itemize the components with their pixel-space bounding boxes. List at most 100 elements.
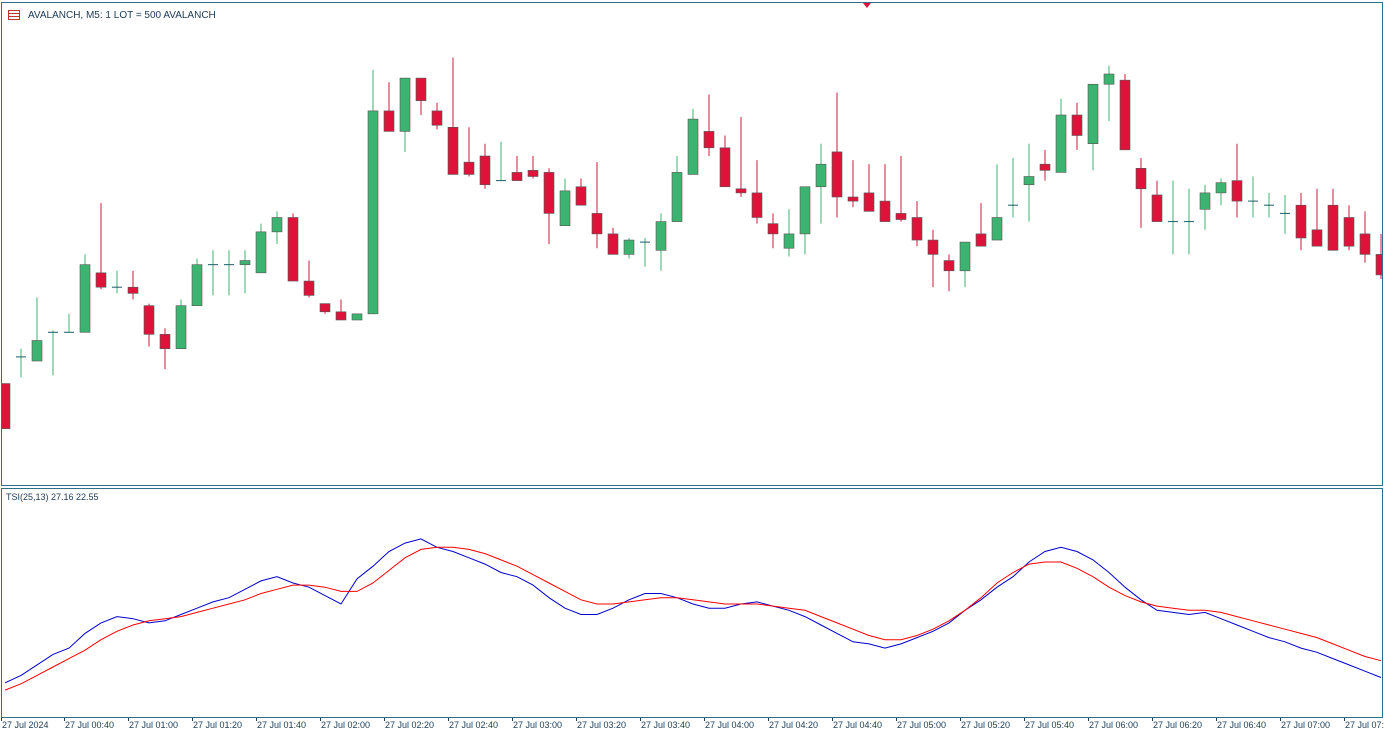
candle [431,102,443,130]
candle [1023,143,1035,222]
candle-body [463,161,475,175]
candle-body [975,233,987,247]
candle [1168,180,1178,255]
time-label: 27 Jul 02:00 [321,720,371,730]
candle [399,77,411,152]
candle [303,260,315,298]
time-tick [896,718,897,721]
candle-body [239,260,251,265]
candle-body [367,110,379,315]
candle-body [863,192,875,212]
candle [783,209,795,257]
candle [1071,102,1083,150]
time-label: 27 Jul 03:40 [641,720,691,730]
candle [447,57,459,175]
candle-body [255,231,267,274]
time-label: 27 Jul 05:00 [897,720,947,730]
time-label: 27 Jul 05:40 [1025,720,1075,730]
candle [751,160,763,224]
candle [463,127,475,177]
candle-body [799,186,811,235]
time-tick [576,718,577,721]
indicator-pane[interactable]: TSI(25,13) 27.16 22.55 [1,488,1383,718]
candle [703,94,715,156]
chart-title: AVALANCH, M5: 1 LOT = 500 AVALANCH [28,9,216,21]
candle [208,250,218,296]
candle [735,117,747,197]
candle [127,270,139,300]
candle [191,258,203,306]
candle [1295,192,1307,251]
candle [335,299,347,321]
candle-body [959,241,971,272]
time-tick [192,718,193,721]
candle-body [335,311,347,321]
candle-body [2,383,11,429]
candle-body [1023,176,1035,185]
candle-body [175,305,187,349]
time-tick [1088,718,1089,721]
candlestick-chart [2,57,1382,429]
candle [415,77,427,115]
candle-body [687,118,699,175]
candle [319,303,331,314]
time-tick [1344,718,1345,721]
candle [895,156,907,222]
tsi-line-chart [4,538,1382,691]
candle [975,203,987,247]
time-tick [448,718,449,721]
candle [159,328,171,370]
candle-body [447,127,459,175]
time-tick [832,718,833,721]
candle [1103,65,1115,122]
time-label: 27 Jul 07: [1345,720,1384,730]
candle [1375,233,1382,279]
candle [1343,205,1355,251]
candle-body [831,151,843,198]
candle [351,313,363,321]
candle-body [623,239,635,255]
candle [767,213,779,249]
candle [1359,211,1371,263]
chart-title-bar: AVALANCH, M5: 1 LOT = 500 AVALANCH [8,8,216,22]
candle [1215,178,1227,206]
candle [959,241,971,288]
candle-body [511,172,523,181]
candle [1184,188,1194,255]
candle [1087,83,1099,171]
time-tick [1216,718,1217,721]
series-line-signal [4,546,1382,691]
time-tick [320,718,321,721]
candle [831,92,843,218]
candle [527,156,539,179]
candle [16,348,26,378]
candle-body [1135,168,1147,190]
time-tick [640,718,641,721]
candle [143,303,155,347]
candle-body [1327,204,1339,251]
candle-body [767,223,779,235]
candle-body [895,213,907,220]
candle-body [431,110,443,126]
time-label: 27 Jul 2024 [2,720,49,730]
price-chart-pane[interactable]: AVALANCH, M5: 1 LOT = 500 AVALANCH [1,2,1383,486]
candle [927,229,939,288]
time-tick [1152,718,1153,721]
time-axis: 27 Jul 2024 27 Jul 00:40 27 Jul 01:00 27 Ju… [0,718,1384,732]
candle [1199,184,1211,230]
time-tick [768,718,769,721]
candle-body [95,272,107,288]
candle-body [1375,254,1382,276]
candle [175,299,187,349]
candle [271,211,283,245]
candle [543,168,555,245]
candle [1039,149,1051,181]
candle [623,238,635,259]
time-label: 27 Jul 00:40 [65,720,115,730]
candle [511,156,523,181]
candle-body [415,77,427,101]
candle-body [79,264,91,333]
candle-body [591,213,603,235]
time-tick [1024,718,1025,721]
